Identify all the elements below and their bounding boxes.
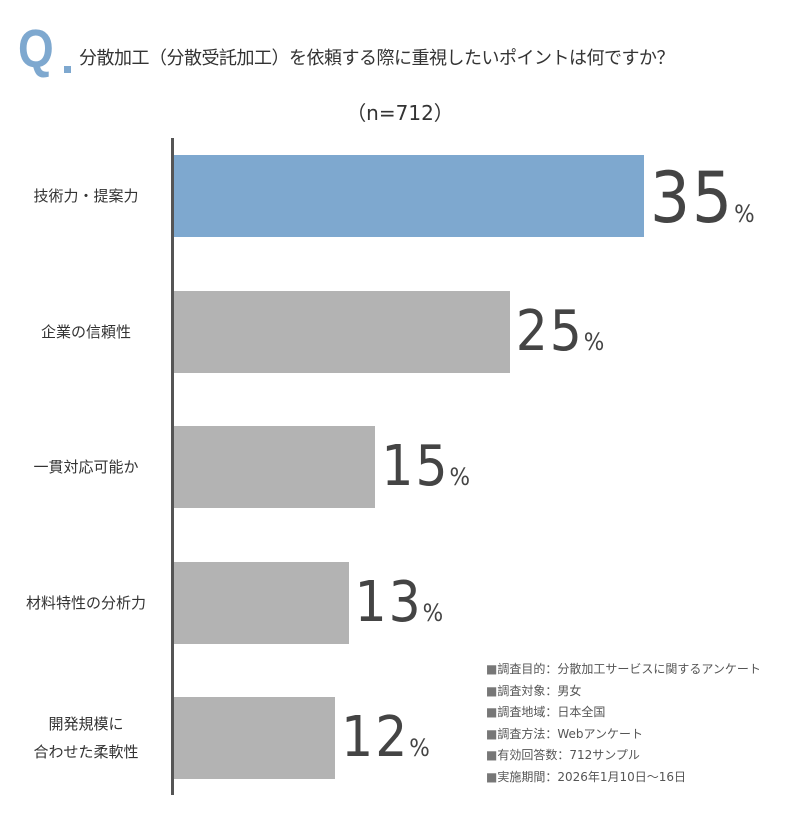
- q-mark: Q: [18, 19, 54, 79]
- data-label: 15%: [381, 434, 471, 499]
- survey-notes: 調査目的：分散加工サービスに関するアンケート 調査対象：男女 調査地域：日本全国…: [486, 659, 761, 788]
- note: 調査地域：日本全国: [486, 702, 761, 724]
- note: 有効回答数：712サンプル: [486, 745, 761, 767]
- data-label: 12%: [341, 705, 430, 770]
- data-label: 13%: [354, 569, 444, 635]
- category-label: 開発規模に 合わせた柔軟性: [33, 715, 139, 761]
- bar-2: [174, 426, 376, 508]
- note: 調査方法：Webアンケート: [486, 724, 761, 746]
- category-label: 一貫対応可能か: [33, 458, 139, 476]
- category-label: 材料特性の分析力: [25, 593, 146, 612]
- sample-size: （n=712）: [346, 101, 454, 125]
- category-label: 技術力・提案力: [33, 187, 139, 205]
- note: 調査対象：男女: [486, 681, 761, 703]
- note: 調査目的：分散加工サービスに関するアンケート: [486, 659, 761, 681]
- bar-3: [174, 561, 349, 644]
- note: 実施期間：2026年1月10日～16日: [486, 767, 761, 789]
- data-label: 35%: [650, 157, 755, 239]
- data-label: 25%: [515, 298, 605, 364]
- bar-1: [174, 290, 510, 373]
- y-axis-line: [171, 138, 174, 795]
- bar-4: [174, 697, 336, 779]
- bar-0: [174, 155, 644, 237]
- category-label: 企業の信頼性: [40, 322, 131, 341]
- q-dot: [64, 66, 71, 73]
- chart-title: 分散加工（分散受託加工）を依頼する際に重視したいポイントは何ですか？: [79, 48, 675, 69]
